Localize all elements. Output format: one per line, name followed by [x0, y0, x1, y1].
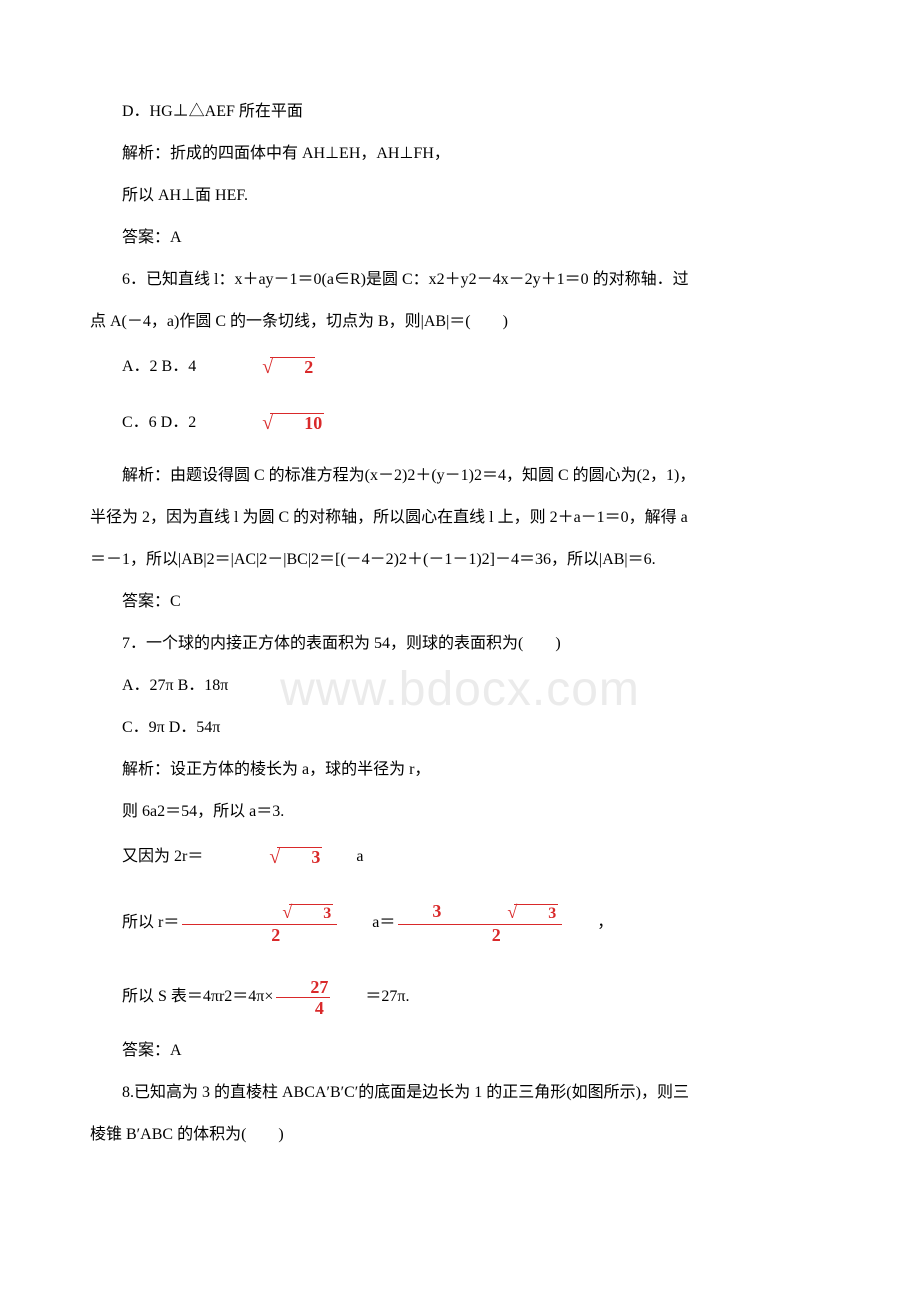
analysis-7-1: 解析：设正方体的棱长为 a，球的半径为 r， — [90, 758, 830, 782]
fraction-3sqrt3-over-2: 3√3 2 — [398, 902, 562, 944]
question-6-line2: 点 A(－4，a)作圆 C 的一条切线，切点为 B，则|AB|＝( ) — [90, 310, 830, 334]
question-8-line2: 棱锥 B′ABC 的体积为( ) — [90, 1123, 830, 1147]
analysis-5-2: 所以 AH⊥面 HEF. — [90, 184, 830, 208]
analysis-7-4: 所以 r＝ √3 2 a＝ 3√3 2 ， — [90, 902, 830, 944]
answer-6: 答案：C — [90, 590, 830, 614]
sqrt-3-icon: √3 — [205, 842, 322, 872]
question-7-options-ab: A．27π B．18π — [90, 674, 830, 698]
question-8-line1: 8.已知高为 3 的直棱柱 ABCA′B′C′的底面是边长为 1 的正三角形(如… — [90, 1081, 830, 1105]
analysis-6-2: 半径为 2，因为直线 l 为圆 C 的对称轴，所以圆心在直线 l 上，则 2＋a… — [90, 506, 830, 530]
text-prefix: 所以 S 表＝4πr2＝4π× — [90, 985, 273, 1009]
question-7: 7．一个球的内接正方体的表面积为 54，则球的表面积为( ) — [90, 632, 830, 656]
analysis-7-2: 则 6a2＝54，所以 a＝3. — [90, 800, 830, 824]
text-mid: a＝ — [340, 911, 395, 935]
analysis-6-3: ＝－1，所以|AB|2＝|AC|2－|BC|2＝[(－4－2)2＋(－1－1)2… — [90, 548, 830, 572]
sqrt-2-icon: √2 — [198, 352, 315, 382]
options-ab-prefix: A．2 B．4 — [90, 355, 196, 379]
analysis-6-1: 解析：由题设得圆 C 的标准方程为(x－2)2＋(y－1)2＝4，知圆 C 的圆… — [90, 464, 830, 488]
fraction-27-over-4: 27 4 — [276, 978, 330, 1017]
text-suffix: a — [324, 845, 363, 869]
question-6-line1: 6．已知直线 l：x＋ay－1＝0(a∈R)是圆 C：x2＋y2－4x－2y＋1… — [90, 268, 830, 292]
answer-5: 答案：A — [90, 226, 830, 250]
analysis-5-1: 解析：折成的四面体中有 AH⊥EH，AH⊥FH， — [90, 142, 830, 166]
question-6-options-ab: A．2 B．4 √2 — [90, 352, 830, 382]
document-content: D．HG⊥△AEF 所在平面 解析：折成的四面体中有 AH⊥EH，AH⊥FH， … — [90, 100, 830, 1147]
option-d: D．HG⊥△AEF 所在平面 — [90, 100, 830, 124]
question-6-options-cd: C．6 D．2 √10 — [90, 408, 830, 438]
text-prefix: 又因为 2r＝ — [90, 845, 203, 869]
text-prefix: 所以 r＝ — [90, 911, 179, 935]
options-cd-prefix: C．6 D．2 — [90, 411, 196, 435]
text-suffix: ， — [565, 911, 613, 935]
answer-7: 答案：A — [90, 1039, 830, 1063]
analysis-7-5: 所以 S 表＝4πr2＝4π× 27 4 ＝27π. — [90, 978, 830, 1017]
analysis-7-3: 又因为 2r＝ √3 a — [90, 842, 830, 872]
fraction-sqrt3-over-2: √3 2 — [182, 902, 337, 944]
sqrt-10-icon: √10 — [198, 408, 324, 438]
question-7-options-cd: C．9π D．54π — [90, 716, 830, 740]
text-suffix: ＝27π. — [333, 985, 409, 1009]
